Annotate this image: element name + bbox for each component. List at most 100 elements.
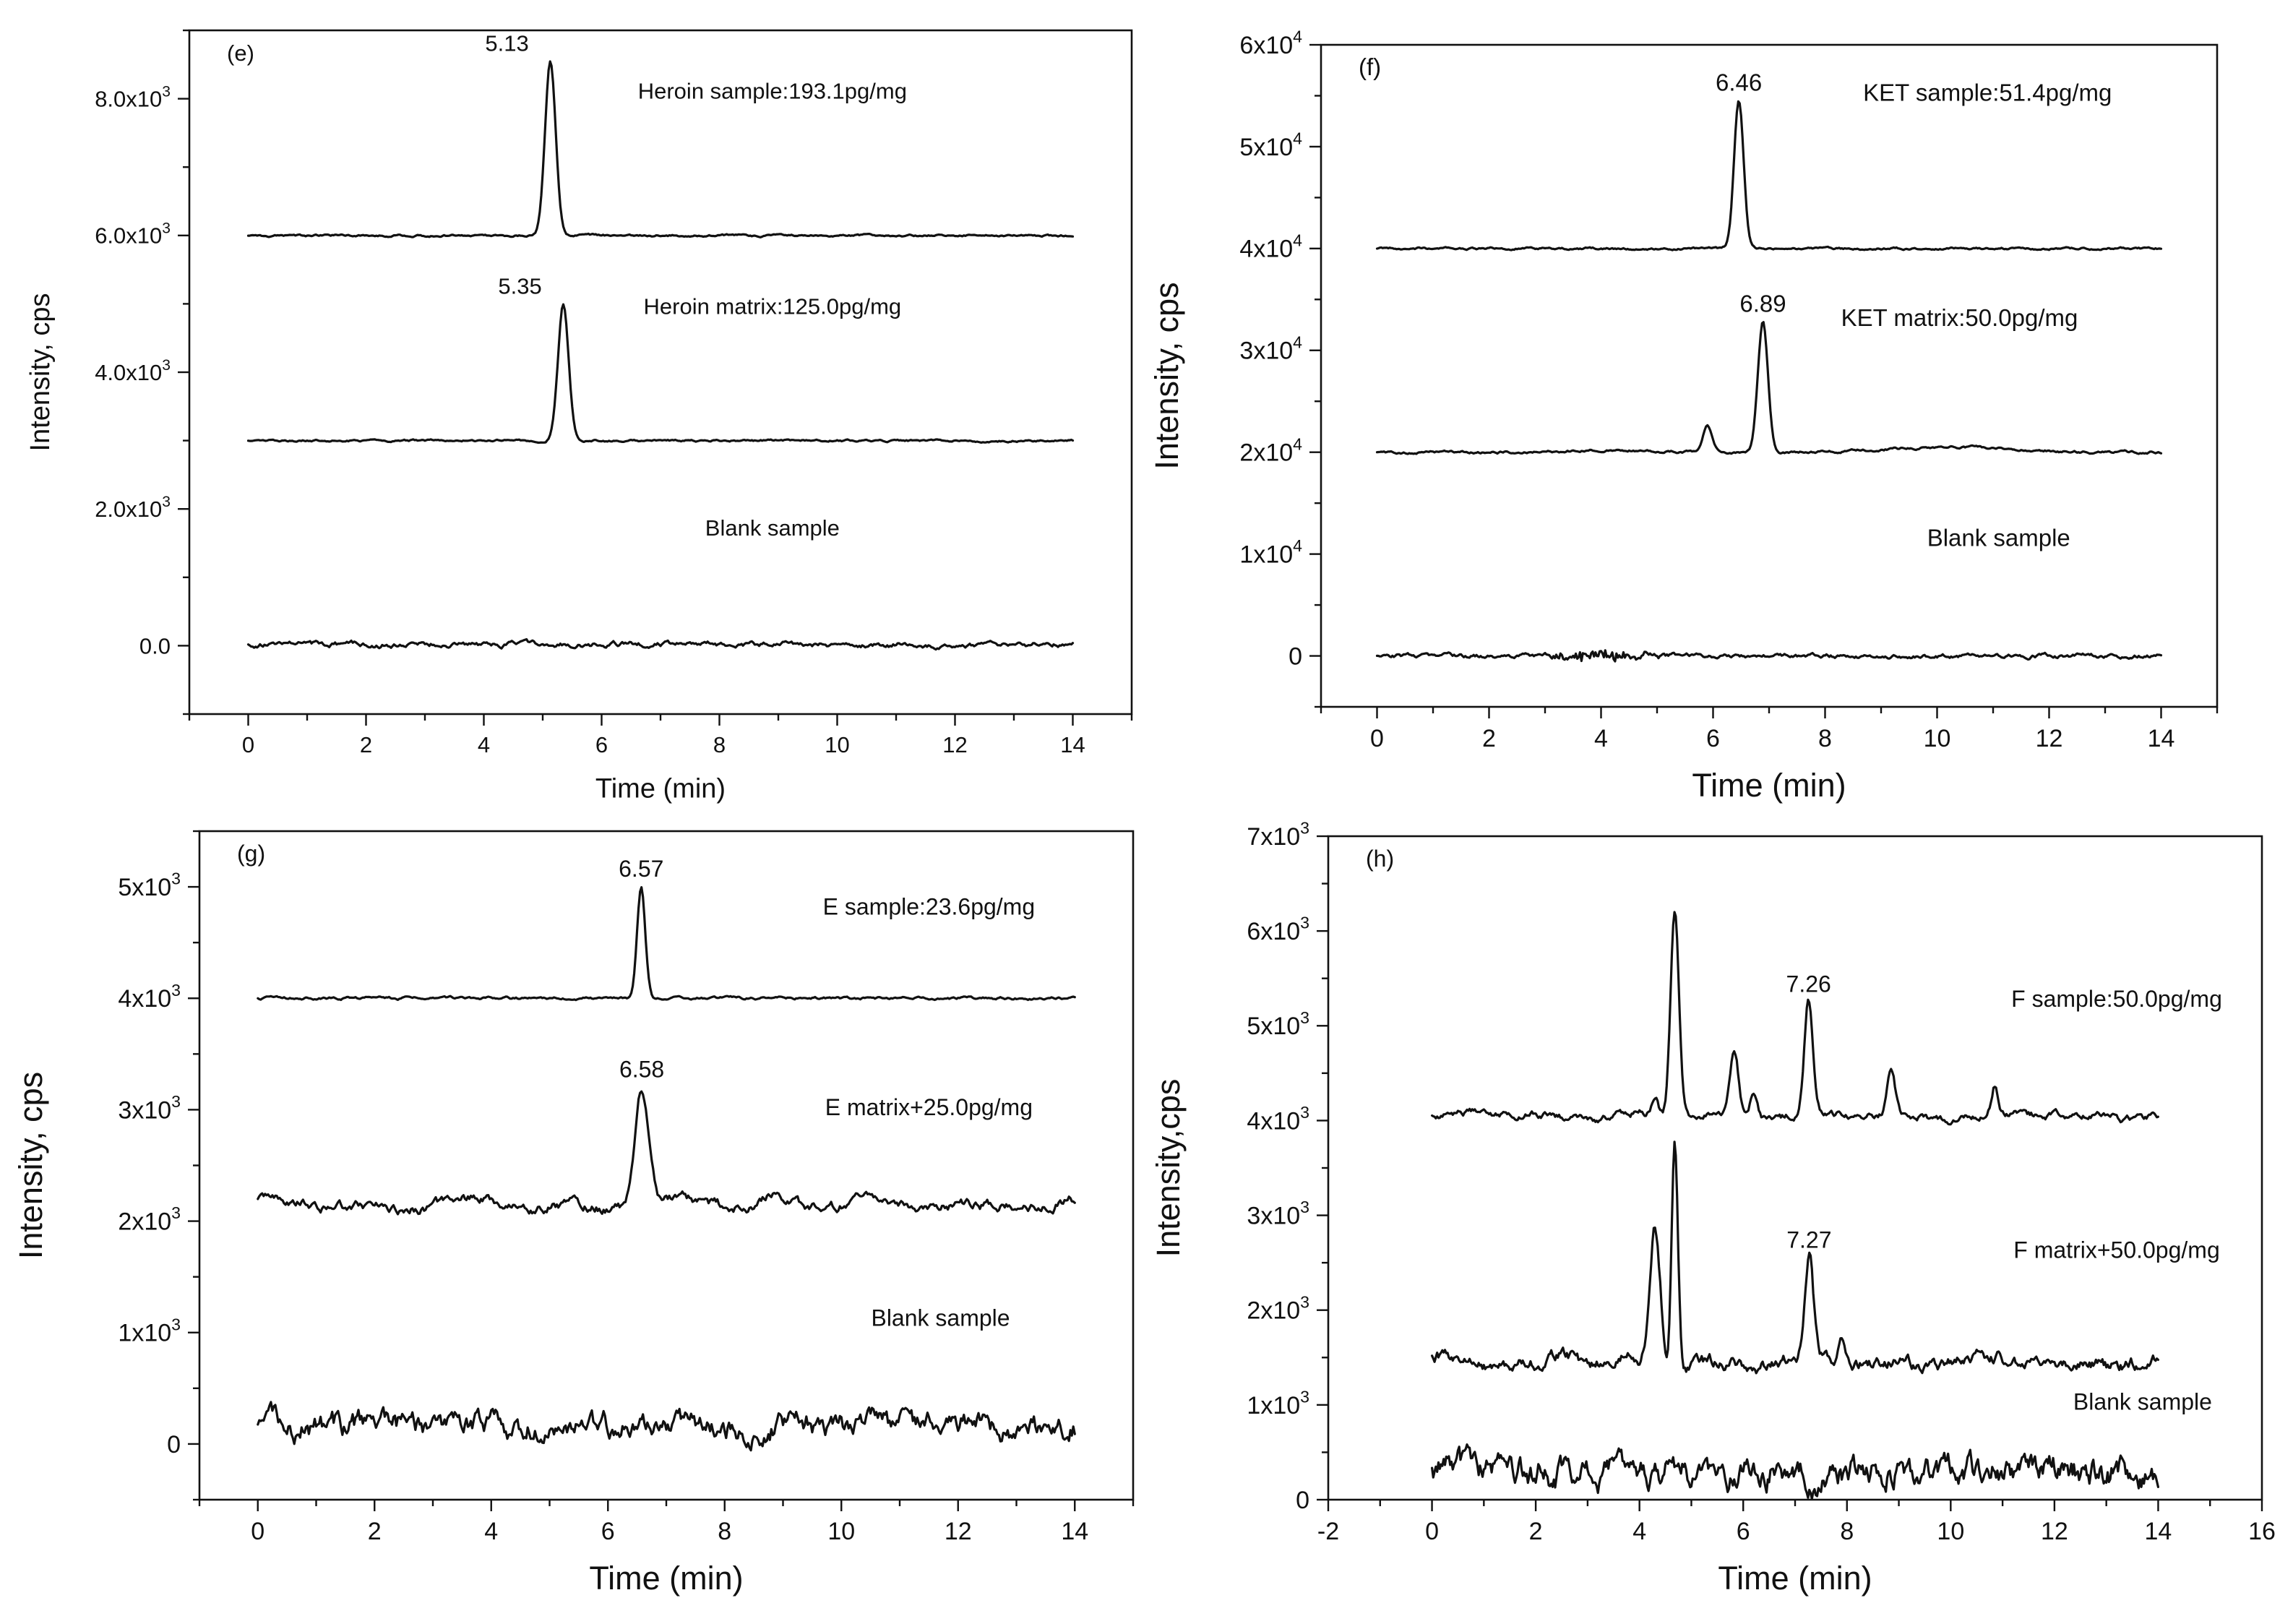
x-tick-label: 2 bbox=[360, 732, 372, 757]
x-tick-label: 10 bbox=[825, 732, 849, 757]
x-tick-label: 10 bbox=[827, 1518, 855, 1545]
y-tick-label: 5x104 bbox=[1239, 129, 1302, 161]
y-tick-label: 3x103 bbox=[118, 1092, 181, 1124]
panel-e: 0 2 4 6 8 10 12 14 0.0 2.0x103 4.0x103 6.0x103 8.0x1… bbox=[25, 29, 1133, 804]
peak-label: 6.89 bbox=[1739, 290, 1786, 317]
y-tick-label: 0.0 bbox=[139, 633, 171, 658]
x-tick-label: 10 bbox=[1924, 725, 1951, 752]
y-tick-label: 2x103 bbox=[1247, 1292, 1309, 1324]
x-axis-title: Time (min) bbox=[589, 1560, 743, 1597]
series-label: KET sample:51.4pg/mg bbox=[1863, 80, 2112, 106]
panel-g: 0 2 4 6 8 10 12 14 0 1x103 2x103 3x103 4x103 5x103 Tim… bbox=[12, 830, 1135, 1597]
y-tick-label: 6.0x103 bbox=[95, 220, 171, 249]
panel-f: 0 2 4 6 8 10 12 14 0 1x104 2x104 3x104 4x104 5x104 6x1… bbox=[1148, 27, 2219, 804]
series-label: Blank sample bbox=[2073, 1388, 2212, 1414]
y-tick-label: 3x103 bbox=[1247, 1198, 1309, 1229]
y-tick-label: 2.0x103 bbox=[95, 494, 171, 522]
y-tick-label: 6x104 bbox=[1239, 27, 1302, 59]
series-trace-2 bbox=[1375, 321, 2163, 455]
x-tick-label: 6 bbox=[1706, 725, 1720, 752]
y-tick-label: 1x104 bbox=[1239, 536, 1302, 568]
peak-label: 6.46 bbox=[1716, 69, 1762, 96]
series-trace-1 bbox=[1375, 100, 2163, 252]
series-trace-1 bbox=[246, 60, 1075, 239]
x-tick-label: 16 bbox=[2248, 1518, 2276, 1545]
panel-label: (h) bbox=[1366, 846, 1394, 872]
y-axis-title: Intensity, cps bbox=[12, 1072, 49, 1259]
x-axis-title: Time (min) bbox=[595, 773, 726, 804]
x-axis-title: Time (min) bbox=[1718, 1560, 1872, 1597]
x-tick-label: 14 bbox=[2145, 1518, 2172, 1545]
series-label: E sample:23.6pg/mg bbox=[823, 894, 1036, 920]
panel-label: (g) bbox=[237, 841, 265, 867]
x-tick-label: 8 bbox=[713, 732, 726, 757]
y-tick-label: 1x103 bbox=[118, 1315, 181, 1346]
y-axis-title: Intensity,cps bbox=[1150, 1079, 1187, 1258]
series-trace-3 bbox=[1431, 1443, 2159, 1500]
x-tick-label: 14 bbox=[1060, 732, 1085, 757]
y-tick-label: 5x103 bbox=[118, 869, 181, 901]
x-tick-label: 8 bbox=[1840, 1518, 1854, 1545]
y-tick-label: 4.0x103 bbox=[95, 357, 171, 385]
plot-frame bbox=[198, 830, 1135, 1501]
x-tick-label: 0 bbox=[251, 1518, 264, 1545]
series-trace-3 bbox=[1375, 649, 2163, 663]
plot-frame bbox=[188, 29, 1133, 716]
x-tick-label: 12 bbox=[942, 732, 967, 757]
y-tick-label: 4x103 bbox=[1247, 1103, 1309, 1135]
x-tick-label: 0 bbox=[242, 732, 254, 757]
x-tick-label: 10 bbox=[1937, 1518, 1964, 1545]
x-tick-label: 14 bbox=[2148, 725, 2175, 752]
series-trace-3 bbox=[246, 637, 1075, 651]
series-label: Blank sample bbox=[871, 1305, 1010, 1331]
series-trace-2 bbox=[1431, 1140, 2159, 1375]
series-trace-2 bbox=[257, 1090, 1076, 1216]
x-tick-label: 4 bbox=[1632, 1518, 1646, 1545]
y-tick-label: 2x104 bbox=[1239, 434, 1302, 466]
y-tick-label: 3x104 bbox=[1239, 332, 1302, 364]
series-label: Blank sample bbox=[1927, 524, 2070, 551]
series-trace-1 bbox=[257, 886, 1076, 1002]
x-tick-label: 2 bbox=[368, 1518, 382, 1545]
y-tick-label: 6x103 bbox=[1247, 914, 1309, 945]
series-label: KET matrix:50.0pg/mg bbox=[1841, 304, 2078, 331]
peak-label: 7.26 bbox=[1786, 971, 1831, 997]
y-tick-label: 0 bbox=[167, 1431, 181, 1458]
y-tick-label: 8.0x103 bbox=[95, 84, 171, 112]
series-label: F sample:50.0pg/mg bbox=[2011, 986, 2222, 1012]
x-tick-label: 0 bbox=[1425, 1518, 1439, 1545]
peak-label: 6.57 bbox=[619, 856, 663, 882]
series-trace-2 bbox=[246, 303, 1075, 444]
y-tick-label: 4x104 bbox=[1239, 231, 1302, 262]
x-tick-label: 8 bbox=[718, 1518, 731, 1545]
x-tick-label: 4 bbox=[478, 732, 490, 757]
x-tick-label: 8 bbox=[1818, 725, 1832, 752]
y-axis-title: Intensity, cps bbox=[1148, 282, 1185, 469]
x-tick-label: 12 bbox=[945, 1518, 972, 1545]
x-tick-label: 6 bbox=[595, 732, 608, 757]
x-tick-label: 12 bbox=[2036, 725, 2063, 752]
x-tick-label: 6 bbox=[601, 1518, 615, 1545]
x-axis-title: Time (min) bbox=[1692, 767, 1846, 804]
panel-h: -2 0 2 4 6 8 10 12 14 16 0 1x103 2x103 3x103 4x103 5x10… bbox=[1150, 819, 2276, 1597]
y-tick-label: 0 bbox=[1289, 643, 1302, 670]
y-tick-label: 5x103 bbox=[1247, 1008, 1309, 1040]
x-tick-label: 14 bbox=[1061, 1518, 1088, 1545]
y-tick-label: 7x103 bbox=[1247, 819, 1309, 851]
series-trace-3 bbox=[257, 1401, 1076, 1452]
y-tick-label: 4x103 bbox=[118, 981, 181, 1013]
y-tick-label: 1x103 bbox=[1247, 1387, 1309, 1419]
panel-label: (e) bbox=[227, 40, 254, 66]
x-tick-label: 6 bbox=[1737, 1518, 1750, 1545]
series-label: E matrix+25.0pg/mg bbox=[825, 1094, 1033, 1120]
series-label: Blank sample bbox=[705, 515, 840, 541]
x-tick-label: -2 bbox=[1317, 1518, 1339, 1545]
x-tick-label: 4 bbox=[484, 1518, 498, 1545]
series-label: Heroin sample:193.1pg/mg bbox=[638, 79, 907, 104]
x-tick-label: 4 bbox=[1594, 725, 1608, 752]
x-tick-label: 0 bbox=[1370, 725, 1384, 752]
series-label: F matrix+50.0pg/mg bbox=[2013, 1237, 2219, 1263]
series-label: Heroin matrix:125.0pg/mg bbox=[644, 294, 902, 319]
panel-label: (f) bbox=[1359, 53, 1381, 80]
